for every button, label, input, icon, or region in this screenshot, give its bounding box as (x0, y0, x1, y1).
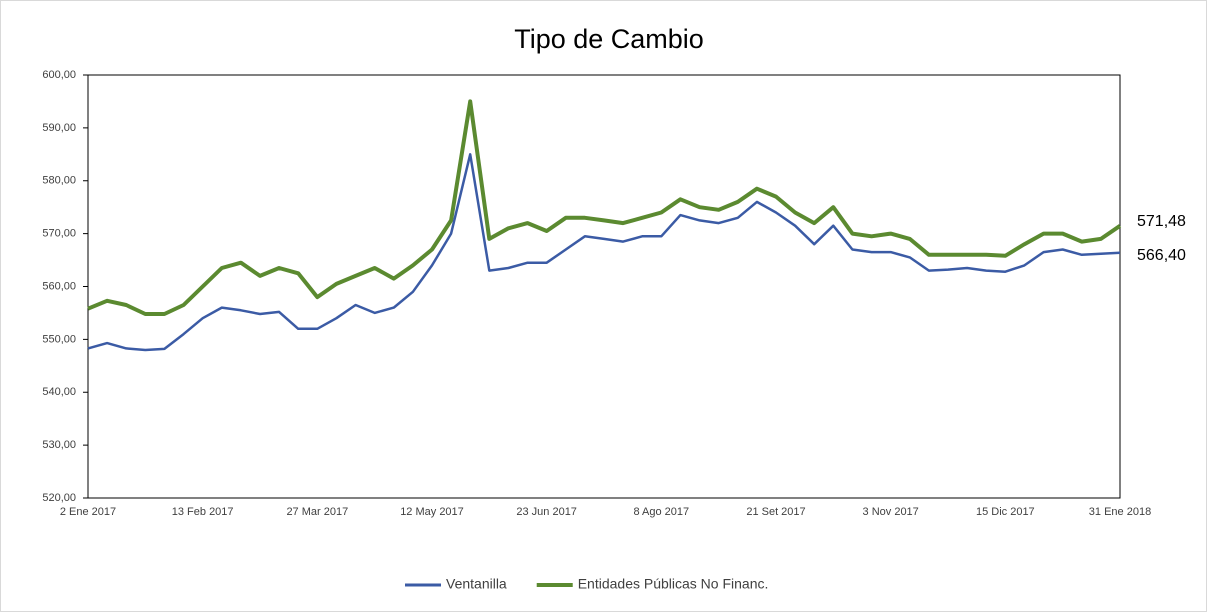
y-tick-label: 540,00 (42, 386, 76, 398)
x-tick-label: 13 Feb 2017 (172, 506, 234, 518)
y-tick-label: 520,00 (42, 492, 76, 504)
y-tick-label: 590,00 (42, 122, 76, 134)
data-label: 571,48 (1137, 213, 1186, 230)
line-series (87, 153, 1121, 352)
y-tick-label: 560,00 (42, 280, 76, 292)
x-tick-label: 12 May 2017 (400, 506, 464, 518)
x-tick-label: 23 Jun 2017 (516, 506, 577, 518)
y-tick-label: 550,00 (42, 333, 76, 345)
x-tick-label: 21 Set 2017 (746, 506, 805, 518)
x-tick-label: 8 Ago 2017 (633, 506, 689, 518)
data-label: 566,40 (1137, 247, 1186, 264)
y-tick-label: 570,00 (42, 228, 76, 240)
legend-label: Entidades Públicas No Financ. (578, 576, 769, 592)
x-tick-label: 2 Ene 2017 (60, 506, 116, 518)
x-tick-label: 31 Ene 2018 (1089, 506, 1151, 518)
y-tick-label: 580,00 (42, 175, 76, 187)
chart-title: Tipo de Cambio (514, 24, 704, 54)
x-tick-label: 15 Dic 2017 (976, 506, 1035, 518)
line-series (87, 99, 1122, 316)
x-tick-label: 3 Nov 2017 (863, 506, 919, 518)
legend-label: Ventanilla (446, 576, 507, 592)
y-tick-label: 530,00 (42, 439, 76, 451)
x-tick-label: 27 Mar 2017 (286, 506, 348, 518)
y-tick-label: 600,00 (42, 69, 76, 81)
